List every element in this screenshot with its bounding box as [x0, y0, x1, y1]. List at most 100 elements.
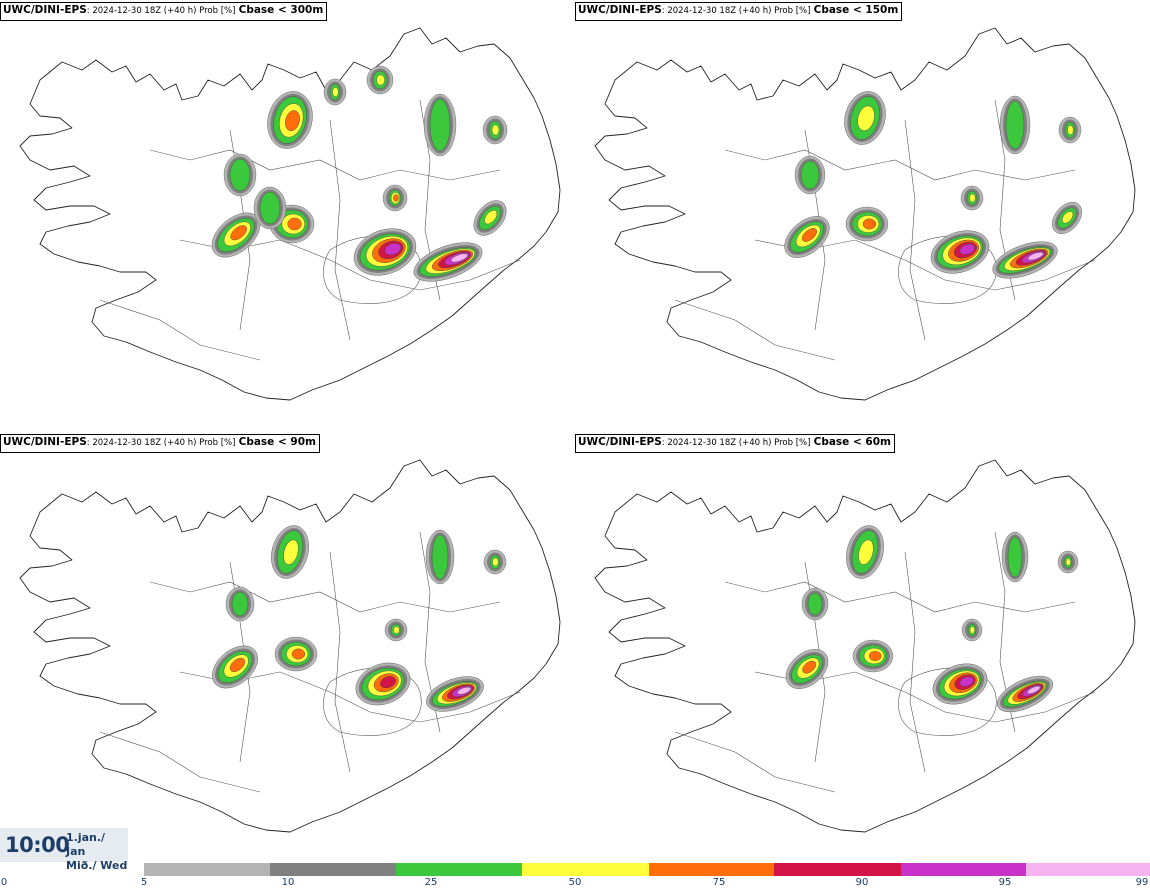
probability-area: [961, 618, 983, 642]
run-info: : 2024-12-30 18Z (+40 h) Prob [%]: [86, 6, 236, 16]
colorbar-tick: 99: [1135, 877, 1149, 888]
colorbar-segment: [1026, 863, 1150, 876]
valid-time-box: 10:00 1.jan./ Jan Mið./ Wed: [0, 828, 128, 872]
probability-area: [382, 184, 408, 212]
valid-date-line1: 1.jan./ Jan: [66, 831, 106, 858]
probability-contour: [969, 193, 976, 203]
run-info: : 2024-12-30 18Z (+40 h) Prob [%]: [661, 438, 811, 448]
probability-area: [852, 639, 894, 673]
probability-contour: [802, 660, 817, 674]
probability-contour: [491, 124, 500, 136]
probability-area: [1052, 202, 1082, 234]
probability-contour: [800, 160, 820, 190]
probability-contour: [807, 592, 823, 616]
colorbar-tick: 75: [712, 877, 726, 888]
probability-contour: [1027, 252, 1044, 261]
probability-contour: [429, 98, 451, 152]
probability-contour: [285, 110, 300, 132]
colorbar-tick: 95: [998, 877, 1012, 888]
probability-contour: [858, 539, 874, 565]
colorbar-tick: 50: [568, 877, 582, 888]
colorbar-segment: [774, 863, 901, 876]
probability-contour: [259, 191, 281, 225]
probability-area: [384, 618, 408, 642]
iceland-map: [594, 27, 1136, 401]
probability-contour: [862, 218, 877, 230]
map-panel-300m: UWC/DINI-EPS: 2024-12-30 18Z (+40 h) Pro…: [0, 0, 575, 430]
map-panel-150m: UWC/DINI-EPS: 2024-12-30 18Z (+40 h) Pro…: [575, 0, 1150, 430]
model-name: UWC/DINI-EPS: [3, 4, 87, 16]
run-info: : 2024-12-30 18Z (+40 h) Prob [%]: [661, 6, 811, 16]
probability-contour: [1067, 125, 1074, 135]
inland-boundary: [329, 119, 351, 341]
probability-contour: [384, 243, 402, 256]
probability-contour: [231, 591, 249, 617]
model-name: UWC/DINI-EPS: [3, 436, 87, 448]
inland-boundary: [149, 149, 501, 181]
probability-contour: [291, 648, 306, 660]
iceland-map: [19, 459, 561, 833]
probability-contour: [229, 657, 246, 672]
colorbar-segment: [270, 863, 396, 876]
inland-boundary: [904, 119, 926, 341]
colorbar-tick: 90: [855, 877, 869, 888]
colorbar-tick: 25: [424, 877, 438, 888]
probability-area: [223, 153, 257, 197]
probability-area: [225, 586, 255, 622]
probability-contour: [868, 651, 882, 661]
probability-area: [425, 529, 455, 585]
colorbar-segment: [900, 863, 1027, 876]
probability-area: [932, 663, 988, 705]
cbase-threshold: Cbase < 60m: [813, 436, 891, 448]
panel-title: UWC/DINI-EPS: 2024-12-30 18Z (+40 h) Pro…: [575, 434, 895, 453]
probability-contour: [492, 557, 499, 567]
probability-area: [846, 525, 884, 579]
inland-boundary: [99, 731, 261, 793]
probability-area: [930, 230, 990, 274]
probability-area: [212, 645, 258, 689]
probability-area: [794, 155, 826, 195]
probability-area: [473, 200, 507, 236]
probability-contour: [959, 243, 975, 255]
probability-contour: [229, 158, 251, 192]
probability-contour: [1065, 558, 1071, 566]
probability-contour: [283, 539, 299, 565]
probability-area: [366, 65, 394, 95]
probability-contour: [484, 210, 498, 225]
probability-contour: [1027, 685, 1041, 694]
map-panel-60m: UWC/DINI-EPS: 2024-12-30 18Z (+40 h) Pro…: [575, 432, 1150, 862]
probability-area: [785, 649, 829, 689]
probability-area: [801, 587, 829, 621]
probability-contour: [959, 676, 974, 687]
inland-boundary: [724, 581, 1076, 613]
probability-contour: [380, 676, 396, 689]
probability-contour: [1005, 100, 1025, 150]
probability-area: [426, 676, 484, 712]
panel-title: UWC/DINI-EPS: 2024-12-30 18Z (+40 h) Pro…: [575, 2, 903, 21]
probability-area: [784, 216, 830, 258]
valid-date: 1.jan./ Jan Mið./ Wed: [66, 831, 128, 873]
probability-area: [271, 525, 309, 579]
probability-area: [267, 91, 313, 149]
probability-area: [845, 206, 889, 242]
iceland-map: [19, 27, 561, 401]
colorbar-tick: 0: [0, 877, 8, 888]
probability-area: [355, 662, 411, 706]
inland-boundary: [149, 581, 501, 613]
probability-area: [996, 675, 1054, 713]
probability-contour: [457, 686, 471, 695]
model-name: UWC/DINI-EPS: [578, 436, 662, 448]
probability-contour: [230, 225, 247, 241]
probability-area: [992, 241, 1058, 279]
colorbar-tick: 10: [281, 877, 295, 888]
cbase-threshold: Cbase < 150m: [813, 4, 899, 16]
probability-area: [960, 185, 984, 211]
probability-contour: [393, 194, 399, 202]
inland-boundary: [674, 299, 836, 361]
probability-contour: [450, 253, 468, 263]
probability-area: [1001, 531, 1029, 583]
valid-date-line2: Mið./ Wed: [66, 859, 128, 872]
probability-contour: [801, 228, 817, 242]
colorbar-segment: [144, 863, 271, 876]
probability-contour: [1062, 211, 1074, 224]
